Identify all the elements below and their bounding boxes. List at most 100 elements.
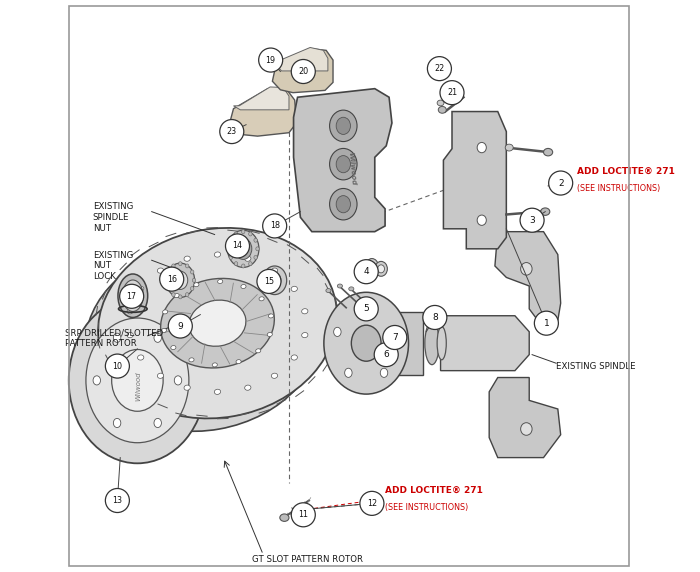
Text: EXISTING SPINDLE: EXISTING SPINDLE (556, 362, 636, 371)
Ellipse shape (248, 261, 252, 265)
Text: Wilwood: Wilwood (347, 152, 356, 186)
Text: 5: 5 (363, 304, 369, 313)
Circle shape (383, 325, 407, 349)
Ellipse shape (363, 302, 370, 311)
Circle shape (291, 503, 315, 527)
Circle shape (374, 343, 398, 367)
Text: SRP DRILLED/SLOTTED
PATTERN ROTOR: SRP DRILLED/SLOTTED PATTERN ROTOR (65, 329, 164, 348)
Ellipse shape (212, 363, 217, 367)
Polygon shape (495, 232, 561, 320)
Text: 2: 2 (558, 178, 564, 188)
Text: Wilwood: Wilwood (136, 371, 141, 401)
Text: (SEE INSTRUCTIONS): (SEE INSTRUCTIONS) (577, 184, 660, 193)
Circle shape (262, 214, 287, 238)
Ellipse shape (337, 284, 342, 288)
Ellipse shape (214, 389, 220, 395)
Polygon shape (276, 47, 328, 71)
Ellipse shape (228, 247, 230, 251)
Text: 15: 15 (264, 277, 274, 286)
Ellipse shape (272, 373, 278, 378)
Ellipse shape (324, 292, 409, 394)
Ellipse shape (122, 280, 143, 311)
Text: 19: 19 (265, 55, 276, 65)
Ellipse shape (172, 293, 175, 297)
Ellipse shape (127, 309, 133, 314)
Ellipse shape (138, 286, 144, 292)
Text: EXISTING
SPINDLE
NUT: EXISTING SPINDLE NUT (93, 202, 133, 233)
Ellipse shape (190, 287, 194, 291)
Ellipse shape (351, 325, 381, 362)
Ellipse shape (302, 332, 308, 337)
Ellipse shape (425, 321, 439, 365)
Ellipse shape (93, 376, 101, 385)
Ellipse shape (113, 418, 121, 427)
Text: 23: 23 (227, 127, 237, 136)
Polygon shape (293, 89, 392, 232)
Circle shape (354, 297, 378, 321)
Text: 13: 13 (113, 496, 122, 505)
Ellipse shape (380, 368, 388, 378)
Ellipse shape (336, 117, 351, 134)
Ellipse shape (160, 279, 274, 368)
Ellipse shape (162, 328, 167, 332)
Ellipse shape (254, 255, 258, 260)
Ellipse shape (344, 368, 352, 378)
Ellipse shape (184, 256, 190, 261)
Ellipse shape (167, 270, 170, 274)
Text: GT SLOT PATTERN ROTOR: GT SLOT PATTERN ROTOR (252, 555, 363, 564)
Text: 11: 11 (298, 510, 308, 519)
Ellipse shape (377, 265, 384, 273)
Ellipse shape (241, 230, 245, 234)
Text: 18: 18 (270, 221, 280, 231)
Polygon shape (443, 112, 506, 249)
Ellipse shape (172, 264, 175, 268)
Ellipse shape (186, 264, 189, 268)
Circle shape (440, 81, 464, 105)
Ellipse shape (189, 300, 246, 346)
Text: (SEE INSTRUCTIONS): (SEE INSTRUCTIONS) (385, 503, 468, 513)
Ellipse shape (69, 297, 206, 463)
Ellipse shape (259, 297, 264, 301)
Ellipse shape (162, 310, 168, 314)
Polygon shape (366, 312, 424, 375)
Circle shape (520, 208, 544, 232)
Ellipse shape (241, 284, 246, 288)
Ellipse shape (158, 268, 164, 273)
Text: 4: 4 (363, 267, 369, 276)
Ellipse shape (127, 332, 133, 337)
Circle shape (120, 284, 144, 308)
Ellipse shape (330, 148, 357, 180)
Circle shape (423, 305, 447, 329)
Ellipse shape (178, 262, 182, 265)
Ellipse shape (228, 231, 259, 268)
Ellipse shape (248, 232, 252, 236)
Ellipse shape (330, 110, 357, 141)
Ellipse shape (374, 261, 387, 276)
Circle shape (428, 57, 452, 81)
Ellipse shape (174, 376, 182, 385)
Circle shape (225, 234, 249, 258)
Ellipse shape (326, 288, 331, 293)
Ellipse shape (330, 188, 357, 220)
Ellipse shape (138, 355, 144, 360)
Ellipse shape (256, 349, 261, 353)
Text: 3: 3 (529, 216, 535, 225)
Ellipse shape (166, 263, 195, 297)
Ellipse shape (268, 273, 281, 288)
Ellipse shape (272, 268, 278, 273)
Ellipse shape (245, 256, 251, 261)
Ellipse shape (86, 318, 189, 443)
Circle shape (106, 354, 130, 378)
Ellipse shape (391, 327, 399, 336)
Ellipse shape (186, 293, 189, 297)
Ellipse shape (154, 418, 162, 427)
Ellipse shape (234, 232, 238, 236)
Ellipse shape (268, 314, 274, 318)
Ellipse shape (113, 333, 121, 343)
Ellipse shape (167, 287, 170, 291)
Ellipse shape (256, 247, 259, 251)
Polygon shape (489, 378, 561, 458)
Text: 9: 9 (177, 321, 183, 331)
Ellipse shape (173, 271, 188, 289)
Ellipse shape (158, 373, 164, 378)
